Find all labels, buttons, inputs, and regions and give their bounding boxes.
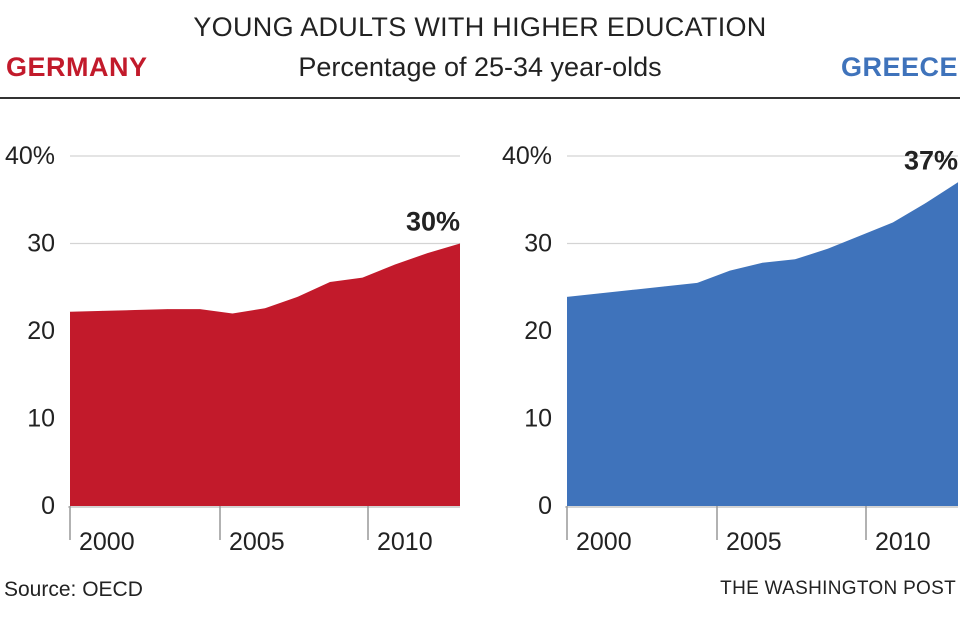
- germany-y-tick-label: 40%: [5, 142, 55, 170]
- greece-chart: 0 10 20 30 40% 2000 2005 2010 37%: [502, 142, 959, 556]
- greece-x-tick-label: 2010: [875, 528, 931, 556]
- greece-y-tick-label: 10: [524, 405, 552, 433]
- greece-y-tick-label: 20: [524, 317, 552, 345]
- header-divider: [0, 97, 960, 99]
- greece-y-tick-label: 0: [538, 492, 552, 520]
- germany-y-tick-label: 20: [27, 317, 55, 345]
- germany-y-tick-label: 0: [41, 492, 55, 520]
- greece-y-tick-label: 30: [524, 230, 552, 258]
- germany-panel-title: GERMANY: [6, 52, 148, 82]
- germany-area: [70, 243, 460, 506]
- greece-panel-title: GREECE: [840, 52, 958, 82]
- source-note: Source: OECD: [4, 578, 143, 601]
- germany-x-tick-label: 2005: [229, 528, 285, 556]
- greece-y-tick-label: 40%: [502, 142, 552, 170]
- chart-title: YOUNG ADULTS WITH HIGHER EDUCATION: [193, 12, 767, 42]
- germany-chart: 0 10 20 30 40% 2000 2005 2010 30%: [5, 142, 461, 556]
- germany-y-tick-label: 10: [27, 405, 55, 433]
- greece-end-value-label: 37%: [904, 145, 958, 175]
- chart-subtitle: Percentage of 25-34 year-olds: [298, 52, 662, 82]
- germany-x-tick-label: 2000: [79, 528, 135, 556]
- greece-area: [567, 182, 958, 507]
- germany-end-value-label: 30%: [406, 207, 460, 237]
- publisher-credit: THE WASHINGTON POST: [720, 578, 956, 599]
- germany-x-tick-label: 2010: [377, 528, 433, 556]
- germany-y-tick-label: 30: [27, 230, 55, 258]
- greece-x-tick-label: 2005: [726, 528, 782, 556]
- greece-x-tick-label: 2000: [576, 528, 632, 556]
